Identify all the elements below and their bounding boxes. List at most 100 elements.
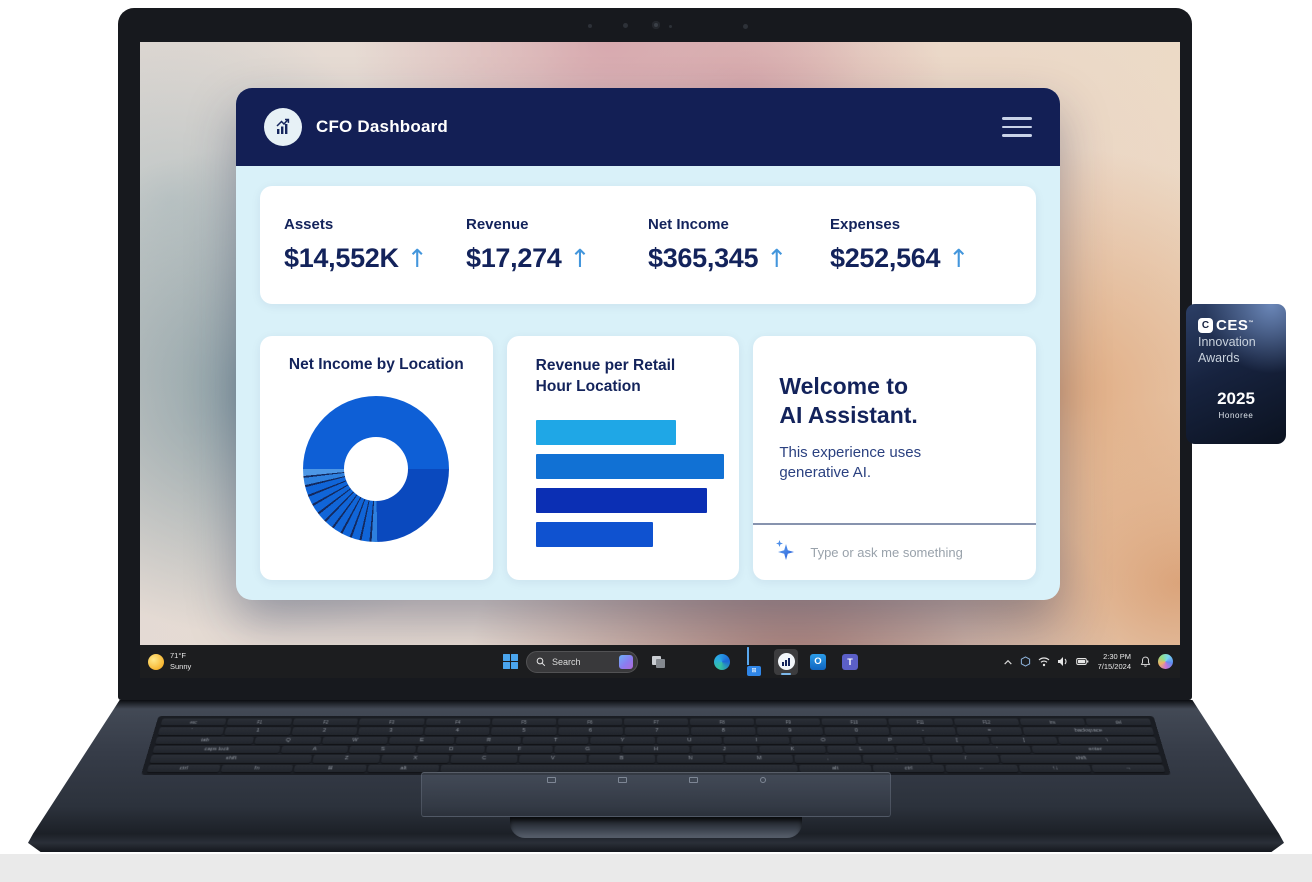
- key-D: D: [417, 745, 485, 754]
- key-F2: F2: [292, 718, 359, 726]
- kpi-value: $252,564: [830, 243, 941, 273]
- laptop-lid: CFO Dashboard Assets $14,552K ↑ Revenue $…: [118, 8, 1192, 700]
- menu-hamburger-icon[interactable]: [1002, 117, 1032, 137]
- key-C: C: [450, 755, 518, 763]
- kpi-value: $17,274: [466, 243, 562, 273]
- search-input[interactable]: Search: [526, 650, 638, 673]
- tray-time: 2:30 PM: [1103, 651, 1131, 661]
- trend-up-icon: ↑: [766, 244, 788, 273]
- kpi-value: $365,345: [648, 243, 759, 273]
- lid-open-notch: [510, 817, 802, 838]
- key-[: [: [923, 736, 991, 745]
- key-9: 9: [757, 727, 823, 735]
- app-header: CFO Dashboard: [236, 88, 1060, 166]
- key-F12: F12: [953, 718, 1020, 726]
- volume-icon[interactable]: [1057, 656, 1069, 667]
- windows-start-icon[interactable]: [503, 654, 518, 669]
- key-F3: F3: [359, 718, 425, 726]
- kpi-net-income: Net Income $365,345 ↑: [648, 216, 830, 274]
- outlook-icon[interactable]: O: [806, 648, 830, 675]
- key-→: →: [1091, 764, 1166, 773]
- donut-chart-title: Net Income by Location: [288, 356, 464, 373]
- key-L: L: [827, 745, 895, 754]
- key-V: V: [519, 755, 587, 763]
- microsoft-store-icon[interactable]: ⊞: [742, 646, 766, 676]
- key-O: O: [790, 736, 857, 745]
- key-T: T: [522, 736, 589, 745]
- file-explorer-icon[interactable]: [678, 648, 702, 675]
- key-8: 8: [691, 727, 757, 735]
- kpi-assets: Assets $14,552K ↑: [284, 216, 466, 274]
- trend-up-icon: ↑: [406, 244, 428, 273]
- teams-icon[interactable]: T: [838, 648, 862, 675]
- app-title: CFO Dashboard: [316, 117, 449, 136]
- key-ins: ins: [1019, 718, 1086, 726]
- key-/: /: [931, 755, 1000, 763]
- key-Q: Q: [254, 736, 322, 745]
- key-I: I: [723, 736, 790, 745]
- trend-up-icon: ↑: [569, 244, 591, 273]
- camera-led: [669, 25, 672, 28]
- key-N: N: [657, 755, 724, 763]
- assistant-input[interactable]: Type or ask me something: [753, 523, 1037, 580]
- donut-chart: [303, 396, 450, 542]
- net-income-by-location-card: Net Income by Location: [260, 336, 493, 580]
- weather-condition: Sunny: [170, 661, 192, 671]
- key-↑↓: ↑↓: [1018, 764, 1092, 773]
- key-S: S: [349, 745, 417, 754]
- battery-icon[interactable]: [1075, 656, 1089, 667]
- cfo-dashboard-taskbar-icon[interactable]: [774, 648, 798, 675]
- ai-sparkle-icon: [773, 538, 797, 567]
- key-3: 3: [357, 727, 424, 735]
- wifi-icon[interactable]: [1038, 656, 1050, 667]
- key-`: `: [157, 727, 225, 735]
- key-0: 0: [823, 727, 890, 735]
- assistant-heading-line1: Welcome to: [779, 373, 908, 399]
- key-,: ,: [794, 755, 862, 763]
- key-shift: shift: [149, 755, 312, 763]
- floor-surface: [0, 854, 1312, 882]
- key-tab: tab: [155, 736, 255, 745]
- key-esc: esc: [160, 718, 227, 726]
- key-F10: F10: [821, 718, 887, 726]
- assistant-description: This experience uses generative AI.: [779, 443, 922, 482]
- app-body: Assets $14,552K ↑ Revenue $17,274 ↑ Net In…: [236, 166, 1060, 600]
- key-=: =: [956, 727, 1023, 735]
- bar-chart-title: Revenue per Retail Hour Location: [536, 356, 711, 398]
- key-F5: F5: [491, 718, 557, 726]
- key-backspace: backspace: [1023, 727, 1155, 735]
- weather-widget[interactable]: 71°F Sunny: [148, 645, 191, 678]
- badge-line2: Awards: [1198, 351, 1240, 366]
- key-X: X: [381, 755, 450, 763]
- hinge-shadow: [28, 700, 1284, 709]
- tray-chevron-up-icon[interactable]: [1003, 658, 1013, 666]
- copilot-icon[interactable]: [1158, 654, 1173, 669]
- trend-up-icon: ↑: [948, 244, 970, 273]
- kpi-expenses: Expenses $252,564 ↑: [830, 216, 1012, 274]
- donut-hole: [344, 437, 409, 501]
- key-F7: F7: [623, 718, 689, 726]
- key-G: G: [554, 745, 621, 754]
- cfo-dashboard-logo-icon: [264, 108, 302, 146]
- notification-bell-icon[interactable]: [1140, 656, 1151, 667]
- revenue-per-retail-hour-card: Revenue per Retail Hour Location: [506, 336, 740, 580]
- key-U: U: [656, 736, 723, 745]
- key-A: A: [280, 745, 349, 754]
- key-.: .: [862, 755, 931, 763]
- kpi-label: Revenue: [466, 216, 529, 233]
- edge-browser-icon[interactable]: [710, 648, 734, 675]
- key-K: K: [759, 745, 827, 754]
- bar-4: [535, 521, 653, 547]
- key-6: 6: [557, 727, 623, 735]
- tray-clock[interactable]: 2:30 PM 7/15/2024: [1098, 652, 1131, 672]
- key-1: 1: [224, 727, 291, 735]
- sun-icon: [148, 653, 164, 670]
- webcam-lens: [652, 21, 660, 29]
- security-hexagon-icon[interactable]: [1020, 656, 1031, 667]
- sensor-dot: [588, 24, 592, 28]
- key-F8: F8: [689, 718, 755, 726]
- key-F: F: [485, 745, 553, 754]
- task-view-icon[interactable]: [646, 648, 670, 675]
- bar-chart-title-line2: Hour Location: [535, 377, 641, 395]
- sensor-dot: [743, 24, 748, 29]
